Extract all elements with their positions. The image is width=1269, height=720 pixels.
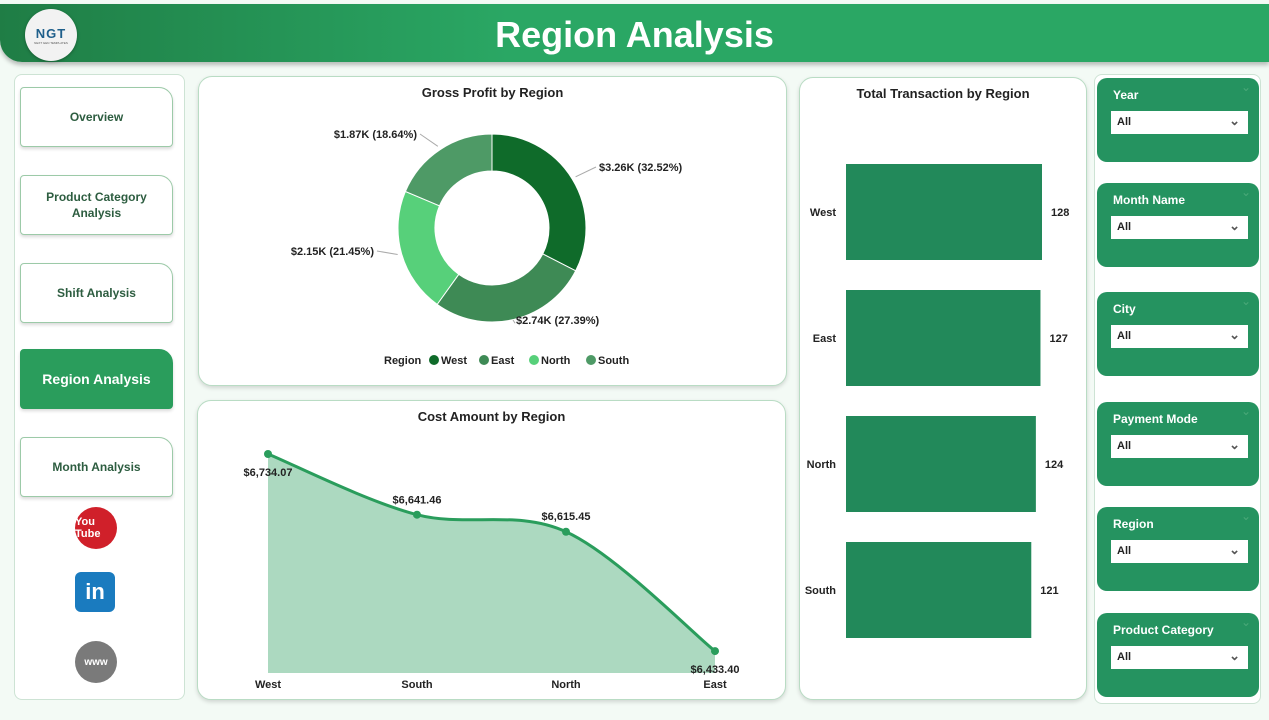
nav-shift-analysis[interactable]: Shift Analysis: [20, 263, 173, 323]
slicer-dropdown[interactable]: All ⌄: [1111, 216, 1248, 239]
legend-marker: [479, 355, 489, 365]
slicer-label: Month Name: [1113, 193, 1185, 207]
nav-overview[interactable]: Overview: [20, 87, 173, 147]
cost-amount-card: Cost Amount by Region $6,734.07 West $6,64…: [197, 400, 786, 700]
slicer-year: Year ⌄ All ⌄: [1097, 78, 1259, 162]
donut-slice-north: [397, 190, 460, 306]
chart-title: Gross Profit by Region: [421, 85, 564, 100]
legend-marker: [529, 355, 539, 365]
slicer-label: Product Category: [1113, 623, 1214, 637]
bar-chart: West 128 East 127 North 124 South 121: [805, 164, 1069, 638]
linkedin-icon[interactable]: in: [75, 572, 115, 612]
data-label: $2.15K (21.45%): [291, 246, 374, 258]
chevron-down-icon: ⌄: [1229, 437, 1240, 452]
bar-south: [846, 542, 1032, 638]
legend-title: Region: [384, 355, 422, 367]
slicer-label: Year: [1113, 88, 1139, 102]
collapse-chevron-icon[interactable]: ⌄: [1240, 185, 1251, 199]
collapse-chevron-icon[interactable]: ⌄: [1240, 80, 1251, 94]
slicer-label: City: [1113, 302, 1136, 316]
data-label: 121: [1040, 585, 1058, 597]
collapse-chevron-icon[interactable]: ⌄: [1240, 294, 1251, 308]
leader-line: [419, 133, 439, 147]
legend-item-north: North: [541, 355, 571, 367]
nav-product-category-analysis[interactable]: Product Category Analysis: [20, 175, 173, 235]
slicer-dropdown[interactable]: All ⌄: [1111, 646, 1248, 669]
slicer-region: Region ⌄ All ⌄: [1097, 507, 1259, 591]
filter-panel: Year ⌄ All ⌄ Month Name ⌄ All ⌄ City ⌄ All ⌄ Payment…: [1094, 74, 1261, 704]
chart-title: Cost Amount by Region: [417, 409, 566, 424]
area-chart: $6,734.07 West $6,641.46 South $6,615.45 Nort…: [244, 449, 740, 691]
collapse-chevron-icon[interactable]: ⌄: [1240, 615, 1251, 629]
chevron-down-icon: ⌄: [1229, 542, 1240, 557]
transactions-card: Total Transaction by Region West 128 East 1…: [799, 77, 1087, 700]
slicer-dropdown[interactable]: All ⌄: [1111, 540, 1248, 563]
data-label: $1.87K (18.64%): [334, 129, 417, 141]
slicer-dropdown[interactable]: All ⌄: [1111, 325, 1248, 348]
collapse-chevron-icon[interactable]: ⌄: [1240, 404, 1251, 418]
y-tick-label: South: [805, 585, 836, 597]
legend-item-south: South: [598, 355, 629, 367]
chevron-down-icon: ⌄: [1229, 218, 1240, 233]
globe-icon[interactable]: www: [75, 641, 117, 683]
slicer-month-name: Month Name ⌄ All ⌄: [1097, 183, 1259, 267]
data-point: [264, 449, 272, 458]
y-tick-label: West: [810, 207, 836, 219]
chevron-down-icon: ⌄: [1229, 648, 1240, 663]
slicer-product-category: Product Category ⌄ All ⌄: [1097, 613, 1259, 697]
x-tick-label: West: [255, 679, 281, 691]
x-tick-label: South: [401, 679, 432, 691]
data-point: [711, 647, 719, 656]
donut-slice-west: [491, 133, 587, 272]
sidebar-nav: Overview Product Category Analysis Shift…: [14, 74, 185, 700]
data-label: $6,433.40: [691, 664, 740, 676]
legend-marker: [429, 355, 439, 365]
y-tick-label: North: [807, 459, 837, 471]
leader-line: [376, 250, 398, 256]
data-point: [413, 510, 421, 519]
data-label: $6,641.46: [393, 495, 442, 507]
logo: NGT NEXT GEN TEMPLATES: [25, 9, 77, 61]
data-label: $6,615.45: [542, 511, 591, 523]
slicer-label: Payment Mode: [1113, 412, 1198, 426]
legend-item-west: West: [441, 355, 467, 367]
data-label: $2.74K (27.39%): [516, 315, 599, 327]
header: NGT NEXT GEN TEMPLATES Region Analysis: [0, 4, 1269, 62]
gross-profit-card: Gross Profit by Region $3.26K (32.52%) $2…: [198, 76, 787, 386]
leader-line: [512, 319, 516, 324]
donut-slice-south: [404, 133, 493, 207]
bar-east: [846, 290, 1041, 386]
x-tick-label: North: [551, 679, 581, 691]
x-tick-label: East: [703, 679, 727, 691]
chart-title: Total Transaction by Region: [856, 86, 1030, 101]
data-label: $3.26K (32.52%): [599, 162, 682, 174]
slicer-dropdown[interactable]: All ⌄: [1111, 111, 1248, 134]
nav-month-analysis[interactable]: Month Analysis: [20, 437, 173, 497]
slicer-dropdown[interactable]: All ⌄: [1111, 435, 1248, 458]
bar-north: [846, 416, 1036, 512]
data-label: $6,734.07: [244, 467, 293, 479]
chevron-down-icon: ⌄: [1229, 113, 1240, 128]
slicer-city: City ⌄ All ⌄: [1097, 292, 1259, 376]
page-title: Region Analysis: [495, 14, 774, 55]
chevron-down-icon: ⌄: [1229, 327, 1240, 342]
leader-line: [575, 166, 597, 178]
nav-region-analysis[interactable]: Region Analysis: [20, 349, 173, 409]
bar-west: [846, 164, 1042, 260]
legend-marker: [586, 355, 596, 365]
collapse-chevron-icon[interactable]: ⌄: [1240, 509, 1251, 523]
area-line: [267, 452, 716, 653]
donut-slice-east: [436, 253, 577, 323]
legend-item-east: East: [491, 355, 515, 367]
slicer-payment-mode: Payment Mode ⌄ All ⌄: [1097, 402, 1259, 486]
youtube-icon[interactable]: You Tube: [75, 507, 117, 549]
y-tick-label: East: [813, 333, 837, 345]
donut-chart: $3.26K (32.52%) $2.74K (27.39%) $2.15K (21…: [291, 129, 683, 367]
data-label: 128: [1051, 207, 1069, 219]
area-fill: [268, 453, 715, 673]
data-label: 124: [1045, 459, 1064, 471]
data-label: 127: [1049, 333, 1067, 345]
slicer-label: Region: [1113, 517, 1154, 531]
data-point: [562, 527, 570, 536]
